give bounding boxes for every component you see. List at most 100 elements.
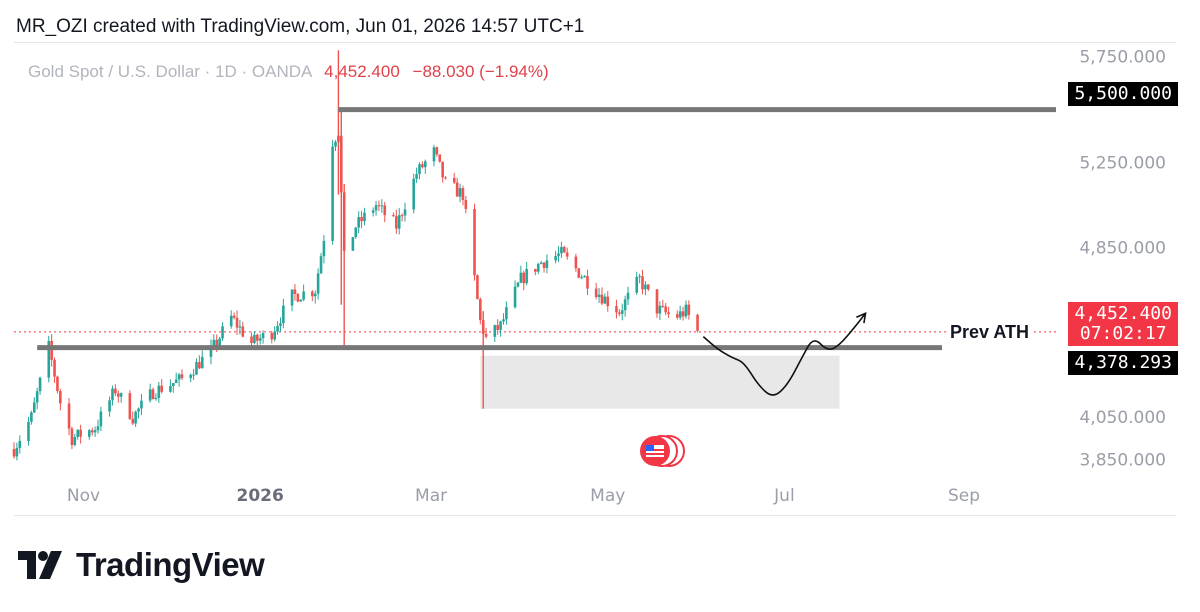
- candle: [151, 387, 155, 400]
- x-tick-label: Sep: [948, 486, 980, 506]
- candle: [415, 167, 418, 184]
- projection-path[interactable]: [702, 312, 867, 396]
- candle: [615, 299, 618, 319]
- event-flag-icon[interactable]: [640, 435, 685, 467]
- y-tick-label: 3,850.000: [1079, 451, 1166, 471]
- candle: [32, 397, 36, 413]
- candle: [635, 271, 639, 295]
- candle: [316, 268, 320, 300]
- candle: [38, 376, 42, 395]
- candle: [464, 195, 468, 214]
- candle: [519, 265, 523, 284]
- brand-footer[interactable]: TradingView: [18, 546, 265, 584]
- candle: [458, 183, 462, 203]
- x-tick-label: Nov: [67, 486, 100, 506]
- candle: [354, 226, 358, 239]
- candle: [313, 290, 317, 304]
- candle: [377, 200, 381, 212]
- candle: [76, 429, 80, 440]
- candle: [522, 270, 526, 291]
- candle: [128, 390, 132, 421]
- candle: [539, 260, 543, 265]
- candle: [675, 310, 679, 320]
- candle: [192, 368, 195, 381]
- candle: [563, 245, 566, 253]
- candle: [600, 287, 604, 306]
- y-tick-label: 4,050.000: [1079, 408, 1166, 428]
- support-price-tag: 4,378.293: [1068, 351, 1178, 376]
- candle: [198, 355, 201, 370]
- candle: [380, 199, 384, 214]
- candle: [119, 392, 123, 403]
- candle: [574, 253, 578, 273]
- candle: [90, 427, 94, 436]
- candle: [12, 442, 16, 459]
- candle: [513, 280, 517, 309]
- candle: [157, 381, 161, 403]
- candle: [171, 382, 175, 393]
- candle: [655, 289, 659, 318]
- candle: [580, 274, 583, 280]
- symbol-price: 4,452.400: [324, 62, 400, 81]
- candle: [140, 393, 143, 416]
- candle: [232, 312, 236, 320]
- tradingview-logo-icon: [18, 551, 62, 579]
- candle: [79, 424, 82, 444]
- resistance-price-tag: 5,500.000: [1068, 82, 1178, 107]
- candle: [229, 310, 233, 329]
- x-tick-label: May: [590, 486, 625, 506]
- symbol-legend: Gold Spot / U.S. Dollar · 1D · OANDA 4,4…: [28, 62, 549, 82]
- candle: [296, 292, 300, 303]
- candle: [374, 200, 378, 216]
- y-tick-label: 4,850.000: [1079, 239, 1166, 259]
- candle: [311, 290, 314, 302]
- candle: [638, 273, 641, 284]
- candle: [455, 177, 459, 197]
- y-tick-label: 5,750.000: [1079, 48, 1166, 68]
- candle: [209, 339, 213, 365]
- candle: [383, 201, 387, 223]
- candle: [502, 313, 505, 325]
- candle: [687, 300, 691, 320]
- candle: [473, 203, 476, 281]
- x-tick-label: Jul: [773, 486, 795, 506]
- candle: [360, 210, 363, 229]
- candle: [418, 162, 421, 180]
- candle: [174, 372, 178, 384]
- candle: [583, 275, 586, 278]
- candle: [93, 426, 97, 437]
- candle: [664, 303, 667, 316]
- candle: [357, 211, 360, 234]
- candle: [108, 396, 111, 417]
- candle: [282, 298, 285, 329]
- candle: [99, 406, 103, 432]
- candle: [273, 326, 276, 342]
- candle: [667, 306, 670, 318]
- candle: [279, 317, 282, 333]
- demand-zone[interactable]: [480, 355, 840, 409]
- candle: [180, 369, 184, 381]
- candle: [261, 330, 265, 344]
- candle: [235, 310, 239, 335]
- symbol-change: −88.030 (−1.94%): [412, 62, 549, 81]
- candle: [684, 300, 688, 319]
- candle: [661, 299, 665, 308]
- candle: [435, 146, 439, 157]
- candle: [177, 372, 181, 387]
- candle: [603, 293, 607, 304]
- candle: [47, 335, 51, 383]
- candle: [59, 388, 62, 411]
- candle: [620, 303, 624, 321]
- symbol-label: Gold Spot / U.S. Dollar · 1D · OANDA: [28, 62, 312, 81]
- candle: [696, 313, 699, 333]
- candle: [276, 321, 279, 335]
- chart-area[interactable]: [14, 42, 1176, 516]
- candle: [200, 350, 204, 369]
- candle: [238, 319, 242, 335]
- candle: [658, 301, 662, 320]
- candle: [322, 234, 326, 264]
- candle: [557, 246, 560, 262]
- candle: [565, 247, 569, 260]
- candle: [50, 334, 53, 367]
